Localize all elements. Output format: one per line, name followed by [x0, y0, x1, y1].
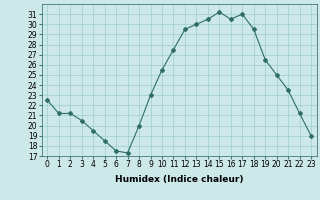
X-axis label: Humidex (Indice chaleur): Humidex (Indice chaleur): [115, 175, 244, 184]
